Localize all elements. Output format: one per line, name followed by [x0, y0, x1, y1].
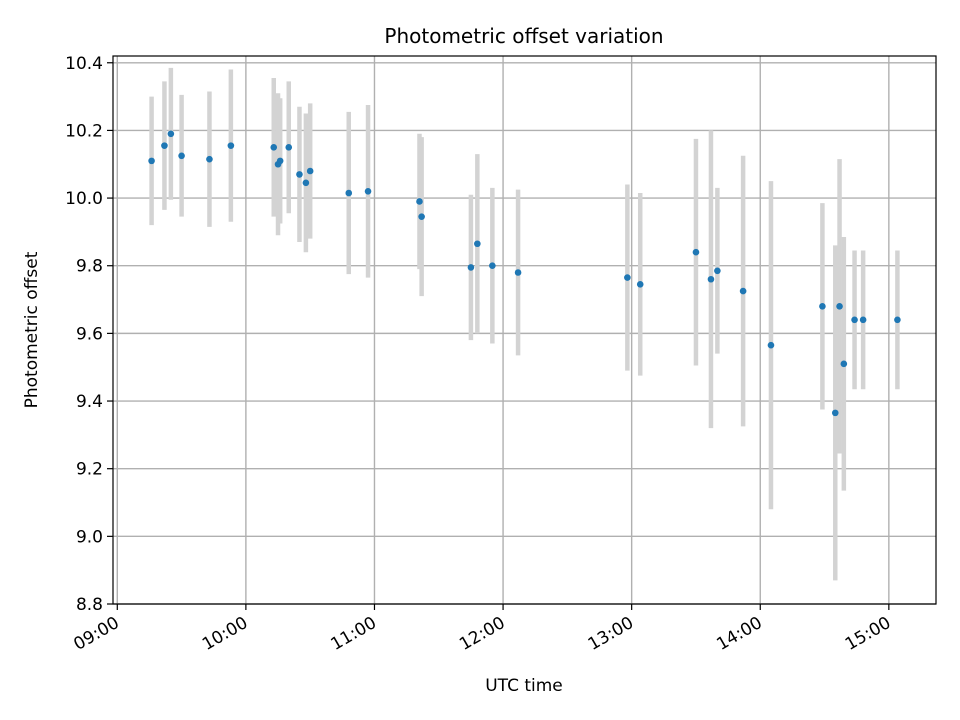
data-point	[302, 179, 310, 187]
y-tick-label: 10.0	[65, 189, 103, 209]
data-points	[148, 130, 901, 417]
data-point	[514, 269, 522, 276]
data-point	[364, 188, 372, 195]
data-point	[148, 157, 155, 165]
data-point	[714, 267, 721, 275]
data-point	[767, 341, 775, 349]
data-point	[276, 157, 284, 165]
data-point	[836, 303, 843, 310]
data-point	[285, 144, 293, 151]
data-point	[707, 275, 715, 283]
x-axis-title: UTC time	[485, 676, 563, 696]
data-point	[831, 409, 839, 417]
data-point	[840, 360, 848, 368]
data-point	[306, 167, 314, 175]
y-tick-label: 9.0	[76, 527, 103, 547]
data-point	[624, 274, 631, 281]
data-point	[467, 264, 475, 271]
data-point	[418, 213, 425, 220]
y-tick-label: 9.2	[76, 460, 103, 480]
data-point	[270, 144, 278, 151]
data-point	[692, 248, 700, 256]
data-point	[227, 142, 235, 149]
data-point	[739, 287, 747, 295]
data-point	[161, 142, 168, 149]
data-point	[859, 316, 867, 324]
data-point	[894, 316, 901, 324]
data-point	[178, 152, 185, 160]
data-point	[296, 171, 303, 178]
y-axis-title: Photometric offset	[22, 251, 42, 408]
data-point	[636, 281, 644, 288]
data-point	[167, 130, 175, 138]
plot-frame	[112, 55, 937, 605]
data-point	[206, 155, 213, 163]
y-tick-label: 9.6	[76, 324, 103, 344]
data-point	[819, 303, 826, 310]
y-tick-label: 10.4	[65, 54, 103, 74]
y-tick-label: 9.8	[76, 257, 103, 277]
data-point	[851, 316, 858, 324]
y-tick-label: 8.8	[76, 595, 103, 615]
data-point	[474, 240, 481, 248]
data-point	[345, 189, 353, 197]
y-axis: 8.8 9.0 9.2 9.4 9.6 9.8 10.0 10.2 10.4	[65, 54, 113, 615]
chart-title: Photometric offset variation	[384, 24, 663, 48]
y-tick-label: 9.4	[76, 392, 103, 412]
y-tick-label: 10.2	[65, 121, 103, 141]
data-point	[489, 262, 496, 270]
data-point	[416, 198, 423, 205]
grid	[113, 56, 936, 605]
